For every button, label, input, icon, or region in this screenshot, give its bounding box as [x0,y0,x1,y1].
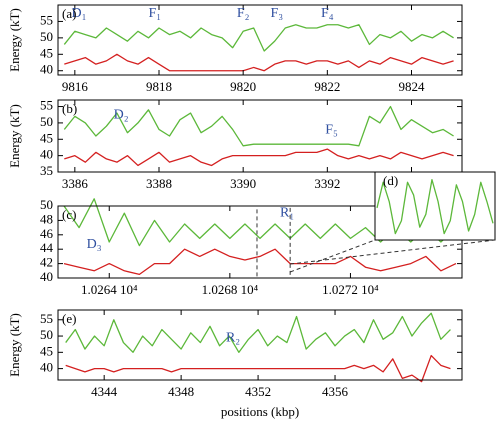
y-tick-label: 40 [40,360,53,375]
x-tick-label: 4348 [168,384,194,399]
connector [290,239,496,265]
y-tick-label: 45 [40,343,53,358]
annotation: R₂ [226,331,240,346]
data-line [63,105,454,147]
connector [289,239,376,273]
x-tick-label: 9816 [62,79,89,94]
annotation: F₂ [237,6,250,21]
y-tick-label: 40 [40,269,53,284]
y-tick-label: 55 [40,311,53,326]
data-line [63,24,454,52]
x-tick-label: 4356 [322,384,349,399]
data-line [65,354,451,383]
data-line [376,179,494,235]
x-tick-label: 3392 [314,176,340,191]
x-tick-label: 3390 [230,176,256,191]
data-line [64,53,454,72]
x-tick-label: 9822 [314,79,340,94]
panel-label: (d) [383,173,398,188]
panel-frame [57,99,463,173]
x-tick-label: 3388 [146,176,172,191]
panel-label: (e) [62,311,76,326]
data-line [65,312,451,353]
y-axis-label: Energy (kT) [7,8,22,72]
annotation: D₂ [114,108,129,123]
y-tick-label: 50 [40,114,53,129]
y-tick-label: 45 [40,45,53,60]
y-tick-label: 44 [40,240,54,255]
annotation: F₁ [148,6,161,21]
x-tick-label: 1.0268 10⁴ [202,282,259,297]
annotation: F₅ [325,122,338,137]
y-tick-label: 50 [40,197,53,212]
y-tick-label: 46 [40,226,54,241]
x-tick-label: 9820 [230,79,256,94]
x-tick-label: 1.0264 10⁴ [81,282,138,297]
annotation: F₃ [270,6,283,21]
panel-frame [57,309,463,381]
y-tick-label: 55 [40,98,53,113]
panel-background [58,100,462,172]
y-tick-label: 40 [40,147,53,162]
annotation: D₁ [72,6,87,21]
panel-frame [374,171,496,241]
panel-label: (b) [62,101,77,116]
x-tick-label: 4344 [91,384,118,399]
x-axis-label: positions (kbp) [221,404,299,419]
panel-background [58,310,462,380]
y-axis-label: Energy (kT) [7,104,22,168]
y-tick-label: 42 [40,255,53,270]
x-tick-label: 9818 [146,79,172,94]
data-line [64,148,454,167]
panel-frame [57,4,463,76]
panel-label: (a) [62,6,76,21]
x-tick-label: 1.0272 10⁴ [322,282,379,297]
y-tick-label: 50 [40,29,53,44]
annotation: R₁ [280,205,294,220]
x-tick-label: 4352 [245,384,271,399]
panel-frame [57,205,463,279]
y-tick-label: 40 [40,62,53,77]
data-line [63,248,457,276]
annotation: D₃ [87,237,102,252]
y-axis-label: Energy (kT) [7,313,22,377]
y-tick-label: 50 [40,327,53,342]
annotation: F₄ [321,6,334,21]
y-tick-label: 48 [40,211,53,226]
x-tick-label: 3386 [62,176,89,191]
panel-background [58,5,462,75]
x-tick-label: 9824 [399,79,426,94]
y-tick-label: 35 [40,163,53,178]
y-tick-label: 45 [40,130,53,145]
y-tick-label: 55 [40,12,53,27]
panel-label: (c) [62,207,76,222]
